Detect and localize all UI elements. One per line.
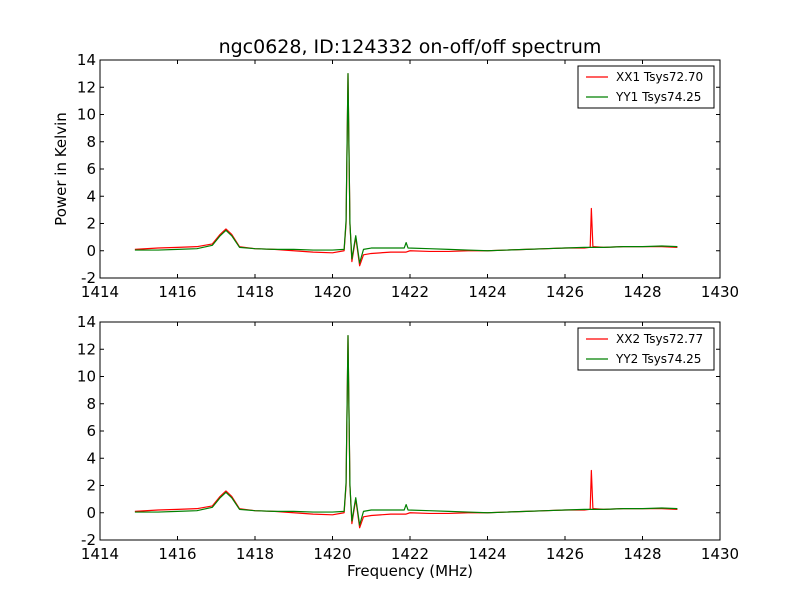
y-tick-label: 2 <box>86 477 96 495</box>
legend: XX1 Tsys72.70 YY1 Tsys74.25 <box>577 65 715 109</box>
y-tick-label: 6 <box>86 160 96 178</box>
y-tick-label: 8 <box>86 395 96 413</box>
legend: XX2 Tsys72.77 YY2 Tsys74.25 <box>577 327 715 371</box>
x-tick-label: 1424 <box>468 283 506 301</box>
x-tick-label: 1416 <box>158 545 196 563</box>
y-tick-label: 4 <box>86 449 96 467</box>
figure-title: ngc0628, ID:124332 on-off/off spectrum <box>219 36 602 58</box>
legend-entry: XX2 Tsys72.77 <box>616 332 703 346</box>
legend-box <box>577 327 715 371</box>
x-tick-label: 1424 <box>468 545 506 563</box>
x-tick-label: 1430 <box>701 283 739 301</box>
legend-entry: XX1 Tsys72.70 <box>616 70 703 84</box>
x-tick-label: 1418 <box>236 545 274 563</box>
x-tick-label: 1422 <box>391 283 429 301</box>
y-tick-label: 6 <box>86 422 96 440</box>
series-group <box>134 73 678 267</box>
y-tick-label: 8 <box>86 133 96 151</box>
y-tick-label: -2 <box>81 531 96 549</box>
x-tick-label: 1420 <box>313 283 351 301</box>
x-tick-label: 1420 <box>313 545 351 563</box>
legend-entry: YY1 Tsys74.25 <box>615 90 701 104</box>
panel-bottom: 1414 1416 1418 1420 1422 1424 1426 1428 1430 -2 0 2… <box>77 313 739 580</box>
series-group <box>134 335 678 529</box>
x-tick-label: 1422 <box>391 545 429 563</box>
x-tick-label: 1428 <box>623 545 661 563</box>
y-tick-label: 14 <box>77 51 96 69</box>
legend-entry: YY2 Tsys74.25 <box>615 352 701 366</box>
panel-top: 1414 1416 1418 1420 1422 1424 1426 1428 1430 -2 0 2… <box>52 51 739 301</box>
x-tick-label: 1426 <box>546 283 584 301</box>
y-tick-label: 0 <box>86 242 96 260</box>
series-line-yy <box>134 335 678 526</box>
series-line-yy <box>134 73 678 264</box>
legend-box <box>577 65 715 109</box>
y-tick-label: 4 <box>86 187 96 205</box>
y-tick-label: 14 <box>77 313 96 331</box>
y-tick-label: 10 <box>77 368 96 386</box>
x-tick-label: 1426 <box>546 545 584 563</box>
y-tick-label: 0 <box>86 504 96 522</box>
x-tick-label: 1414 <box>81 545 119 563</box>
x-tick-label: 1418 <box>236 283 274 301</box>
y-tick-label: 10 <box>77 106 96 124</box>
y-tick-label: 12 <box>77 78 96 96</box>
y-tick-label: 2 <box>86 215 96 233</box>
x-tick-label: 1430 <box>701 545 739 563</box>
x-tick-label: 1416 <box>158 283 196 301</box>
y-axis-label: Power in Kelvin <box>52 112 70 226</box>
y-tick-label: -2 <box>81 269 96 287</box>
x-axis-label: Frequency (MHz) <box>347 562 473 580</box>
y-tick-label: 12 <box>77 340 96 358</box>
x-tick-label: 1414 <box>81 283 119 301</box>
x-tick-label: 1428 <box>623 283 661 301</box>
